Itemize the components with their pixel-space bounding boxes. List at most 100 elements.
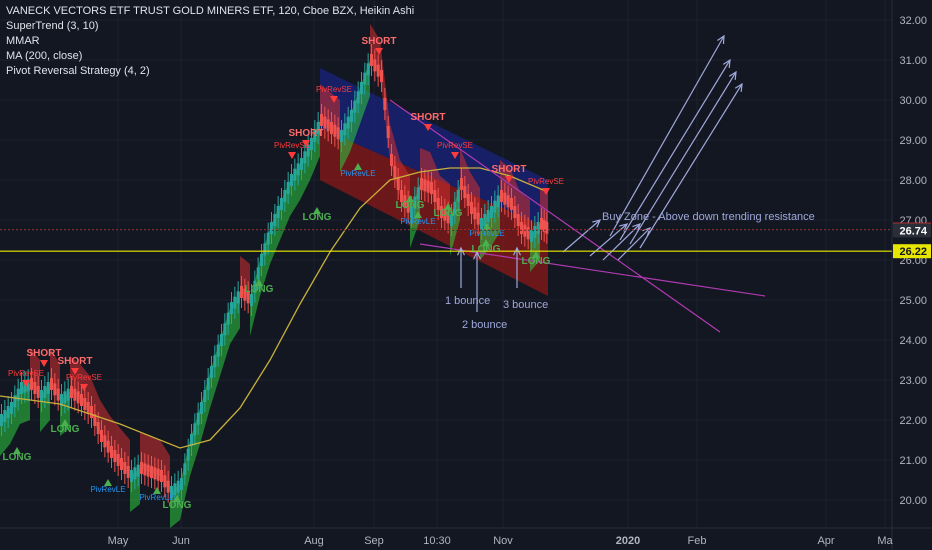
candle-body [26, 379, 30, 392]
candle-body [366, 63, 370, 76]
candle-body [326, 119, 330, 132]
candle-body [136, 464, 140, 477]
candle-body [153, 467, 157, 480]
candle-body [500, 190, 503, 202]
short-marker [542, 188, 550, 195]
candle-body [520, 222, 523, 234]
indicator-pivot-reversal[interactable]: Pivot Reversal Strategy (4, 2) [6, 65, 150, 77]
candle-body [113, 450, 117, 462]
candle-body [190, 434, 193, 446]
candle-body [430, 182, 433, 194]
annotations: Buy Zone - Above down trending resistanc… [445, 211, 815, 331]
symbol-title: VANECK VECTORS ETF TRUST GOLD MINERS ETF… [6, 5, 415, 17]
candle-body [76, 391, 80, 404]
signal-label: SHORT [492, 164, 527, 175]
candle-body [386, 126, 390, 138]
candle-body [440, 206, 443, 218]
candle-body [476, 212, 480, 225]
long-marker [483, 223, 491, 230]
candle-body [183, 463, 187, 476]
candle-body [86, 402, 90, 414]
candle-body [260, 254, 263, 266]
candle-body [230, 302, 233, 314]
candle-body [146, 464, 150, 477]
time-tick-label: 2020 [616, 535, 640, 547]
candle-body [306, 144, 310, 157]
candle-body [273, 214, 277, 226]
candle-body [356, 91, 360, 104]
indicator-mmar[interactable]: MMAR [6, 35, 40, 47]
candle-body [240, 286, 243, 298]
time-tick-label: Sep [364, 535, 384, 547]
long-marker [482, 239, 490, 246]
candle-body [330, 122, 333, 134]
short-marker [302, 140, 310, 147]
signal-label: PivRevLE [340, 169, 375, 178]
annotation-text: 3 bounce [503, 299, 548, 311]
candle-body [370, 54, 373, 66]
projection-arrow-head [734, 82, 743, 93]
time-axis[interactable]: May Jun Aug Sep 10:30 Nov 2020 Feb Apr Ma [0, 527, 932, 547]
signal-label: LONG [522, 256, 551, 267]
candle-body [396, 178, 400, 190]
projection-arrow [619, 59, 731, 241]
candle-body [116, 454, 120, 466]
long-marker [104, 479, 112, 486]
price-tick-label: 20.00 [899, 495, 927, 507]
time-tick-label: Feb [688, 535, 707, 547]
candle-body [290, 174, 293, 186]
candle-body [400, 190, 403, 202]
candle-body [270, 222, 273, 234]
time-tick-label: Apr [817, 535, 834, 547]
candle-body [283, 190, 287, 202]
candle-body [103, 435, 107, 448]
signal-label: PivRevLE [400, 217, 435, 226]
projection-arrow [617, 227, 651, 261]
candle-body [110, 446, 113, 458]
candle-body [30, 378, 33, 390]
candle-body [233, 296, 237, 309]
candle-body [343, 123, 347, 136]
candle-body [542, 219, 546, 232]
channel-upper-band [320, 68, 548, 228]
signal-label: LONG [163, 500, 192, 511]
time-tick-label: Nov [493, 535, 513, 547]
candle-body [36, 386, 40, 398]
candle-body [210, 366, 213, 378]
candle-body [426, 180, 430, 193]
candle-body [10, 402, 13, 414]
candle-body [156, 468, 160, 481]
short-marker [424, 124, 432, 131]
candle-body [203, 390, 207, 402]
candle-body [50, 378, 53, 390]
candle-body [433, 190, 437, 202]
price-axis-background [892, 0, 932, 550]
projection-arrow-head [619, 223, 629, 232]
candle-body [106, 440, 110, 453]
price-tick-label: 28.00 [899, 175, 927, 187]
candle-body [130, 470, 133, 482]
candle-body [120, 458, 123, 470]
price-tick-label: 25.00 [899, 295, 927, 307]
short-marker [375, 48, 383, 55]
signal-label: SHORT [58, 356, 93, 367]
candle-body [536, 222, 540, 234]
annotation-text: 1 bounce [445, 295, 490, 307]
indicator-ma[interactable]: MA (200, close) [6, 50, 83, 62]
long-marker [313, 207, 321, 214]
long-marker [153, 487, 161, 494]
candle-body [90, 406, 93, 418]
candle-body [340, 130, 343, 142]
candle-body [16, 388, 20, 401]
candle-body [316, 122, 320, 134]
candle-body [363, 72, 367, 85]
candle-body [266, 232, 270, 245]
signal-label: LONG [396, 200, 425, 211]
candle-body [310, 138, 313, 150]
candle-body [496, 195, 500, 208]
indicator-supertrend[interactable]: SuperTrend (3, 10) [6, 20, 99, 32]
time-tick-label: Ma [877, 535, 893, 547]
time-tick-label: May [108, 535, 129, 547]
